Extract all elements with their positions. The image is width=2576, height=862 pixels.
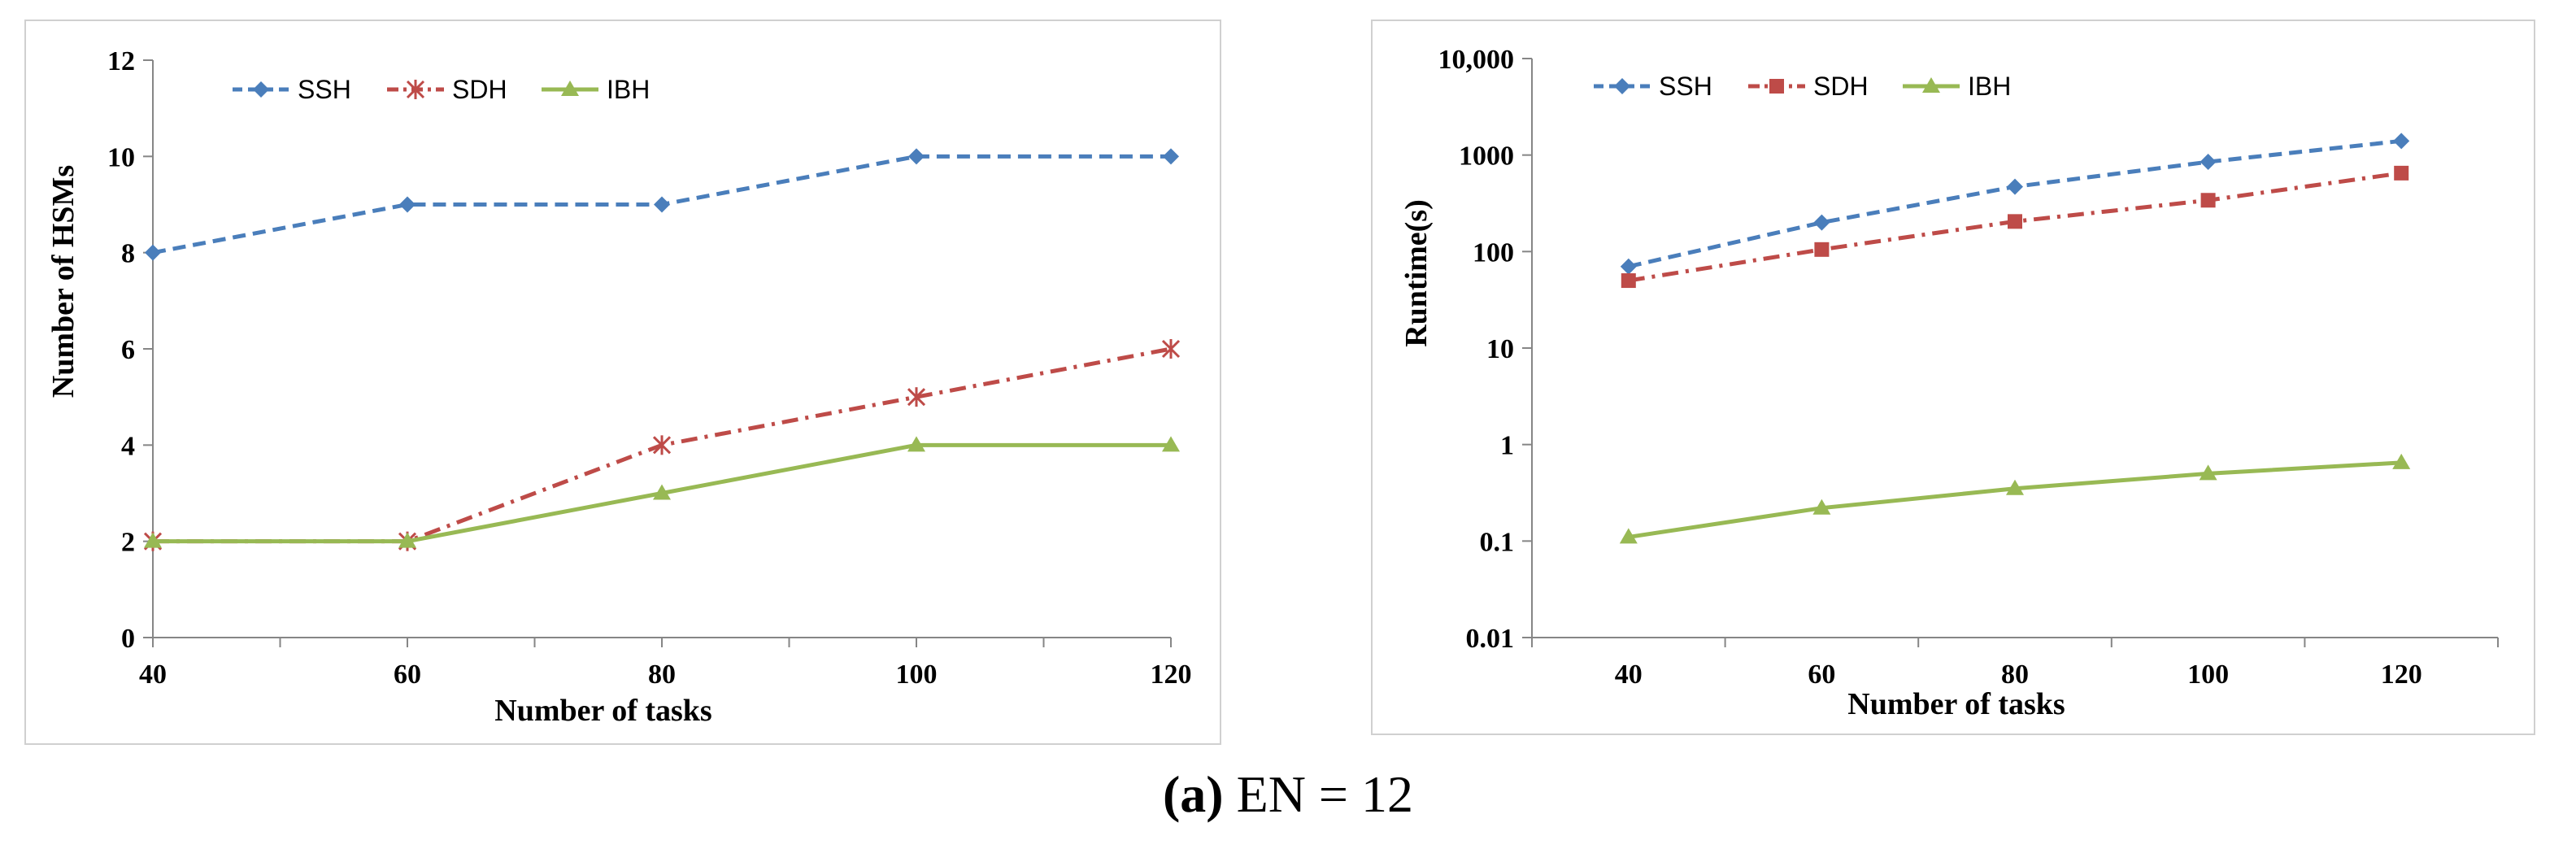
data-point-ssh (2200, 154, 2217, 171)
legend-label-ibh: IBH (1968, 72, 2011, 101)
chart-panel-hsms: 0 2 4 6 8 10 12 40 60 80 100 120 Number of tasks Numb… (24, 20, 1221, 745)
legend-item-ibh: IBH (1903, 72, 2011, 101)
data-point-sdh (1161, 339, 1181, 359)
hsms-line-chart: 0 2 4 6 8 10 12 40 60 80 100 120 Number of tasks Numb… (46, 46, 1192, 728)
legend-label-ssh: SSH (298, 75, 351, 104)
data-point-ibh (2199, 464, 2217, 481)
legend-marker-ibh (561, 81, 579, 96)
chart-panel-runtime: 0.01 0.1 1 10 100 1000 10,000 40 60 80 100 120 Numbe… (1371, 20, 2535, 735)
series-line-ibh (1628, 460, 2402, 539)
data-point-ssh (1813, 214, 1830, 231)
data-point-ibh (653, 484, 671, 500)
data-point-ssh (2007, 178, 2023, 195)
caption-text: EN = 12 (1236, 765, 1414, 823)
x-tick-label: 40 (139, 660, 167, 690)
data-point-sdh (907, 387, 926, 407)
x-tick-label: 60 (1808, 660, 1835, 690)
legend-marker-ssh (1614, 78, 1630, 94)
x-axis-title: Number of tasks (494, 694, 711, 728)
x-tick-label: 80 (648, 660, 676, 690)
series-ssh (145, 148, 1179, 261)
caption-tag: (a) (1162, 765, 1224, 823)
y-tick-label: 10 (107, 142, 135, 172)
x-tick-label: 40 (1615, 660, 1643, 690)
y-tick-label: 0 (121, 624, 135, 654)
y-tick-label: 0.1 (1480, 527, 1515, 557)
series-ssh (1620, 133, 2410, 275)
y-tick-label: 10,000 (1438, 45, 1515, 75)
legend-label-ibh: IBH (607, 75, 650, 104)
legend-marker-sdh (406, 80, 425, 99)
y-tick-label: 6 (121, 335, 135, 365)
y-tick-label: 12 (107, 46, 135, 76)
data-point-ssh (1163, 148, 1179, 165)
series-ibh (1619, 453, 2411, 544)
legend-label-sdh: SDH (1813, 72, 1869, 101)
x-axis-title: Number of tasks (1847, 687, 2065, 721)
x-tick-label: 100 (896, 660, 938, 690)
runtime-line-chart: 0.01 0.1 1 10 100 1000 10,000 40 60 80 100 120 Numbe… (1399, 45, 2499, 721)
series-line-ssh (1628, 138, 2402, 269)
legend-marker-sdh (1769, 79, 1784, 94)
x-tick-label: 120 (2381, 660, 2422, 690)
data-point-ssh (399, 196, 416, 213)
legend-item-ssh: SSH (1594, 72, 1712, 101)
x-tick-label: 60 (394, 660, 421, 690)
y-tick-label: 4 (121, 431, 135, 461)
data-point-ssh (1620, 258, 1637, 275)
data-point-ibh (907, 436, 925, 452)
data-point-sdh (2200, 193, 2216, 208)
data-point-sdh (652, 435, 672, 455)
legend: SSH SDH IBH (1594, 72, 2011, 101)
y-tick-label: 100 (1473, 237, 1514, 268)
y-tick-label: 2 (121, 528, 135, 558)
legend: SSH SDH IBH (233, 75, 650, 104)
x-tick-label: 100 (2187, 660, 2229, 690)
data-point-sdh (1814, 242, 1830, 257)
legend-item-ibh: IBH (542, 75, 650, 104)
data-point-ssh (908, 148, 925, 165)
y-tick-label: 10 (1486, 334, 1514, 364)
legend-item-sdh: SDH (1748, 72, 1869, 101)
x-tick-label: 120 (1151, 660, 1192, 690)
data-point-ssh (2393, 133, 2410, 150)
series-sdh (1621, 165, 2409, 289)
y-tick-label: 1000 (1459, 141, 1514, 172)
data-point-sdh (1621, 273, 1636, 289)
legend-label-ssh: SSH (1659, 72, 1712, 101)
y-axis-title: Runtime(s) (1399, 199, 1434, 347)
legend-item-ssh: SSH (233, 75, 351, 104)
data-point-ibh (144, 532, 162, 548)
data-point-sdh (2008, 214, 2022, 229)
y-axis-title: Number of HSMs (46, 165, 80, 398)
data-point-ibh (1162, 436, 1180, 452)
x-tick-label: 80 (2001, 660, 2029, 690)
legend-item-sdh: SDH (387, 75, 507, 104)
data-point-ibh (1619, 528, 1638, 544)
data-point-ibh (1812, 498, 1831, 515)
legend-marker-ssh (253, 81, 269, 98)
series-ibh (144, 436, 1180, 548)
data-point-ssh (145, 244, 161, 261)
y-tick-label: 1 (1500, 431, 1514, 461)
data-point-ibh (398, 532, 416, 548)
legend-label-sdh: SDH (452, 75, 507, 104)
y-tick-label: 8 (121, 239, 135, 269)
y-tick-label: 0.01 (1466, 624, 1515, 654)
data-point-ssh (654, 196, 670, 213)
data-point-sdh (2394, 165, 2409, 181)
legend-marker-ibh (1922, 77, 1940, 93)
data-point-ibh (2006, 479, 2024, 495)
figure-caption: (a) EN = 12 (0, 764, 2576, 825)
data-point-ibh (2392, 453, 2411, 469)
